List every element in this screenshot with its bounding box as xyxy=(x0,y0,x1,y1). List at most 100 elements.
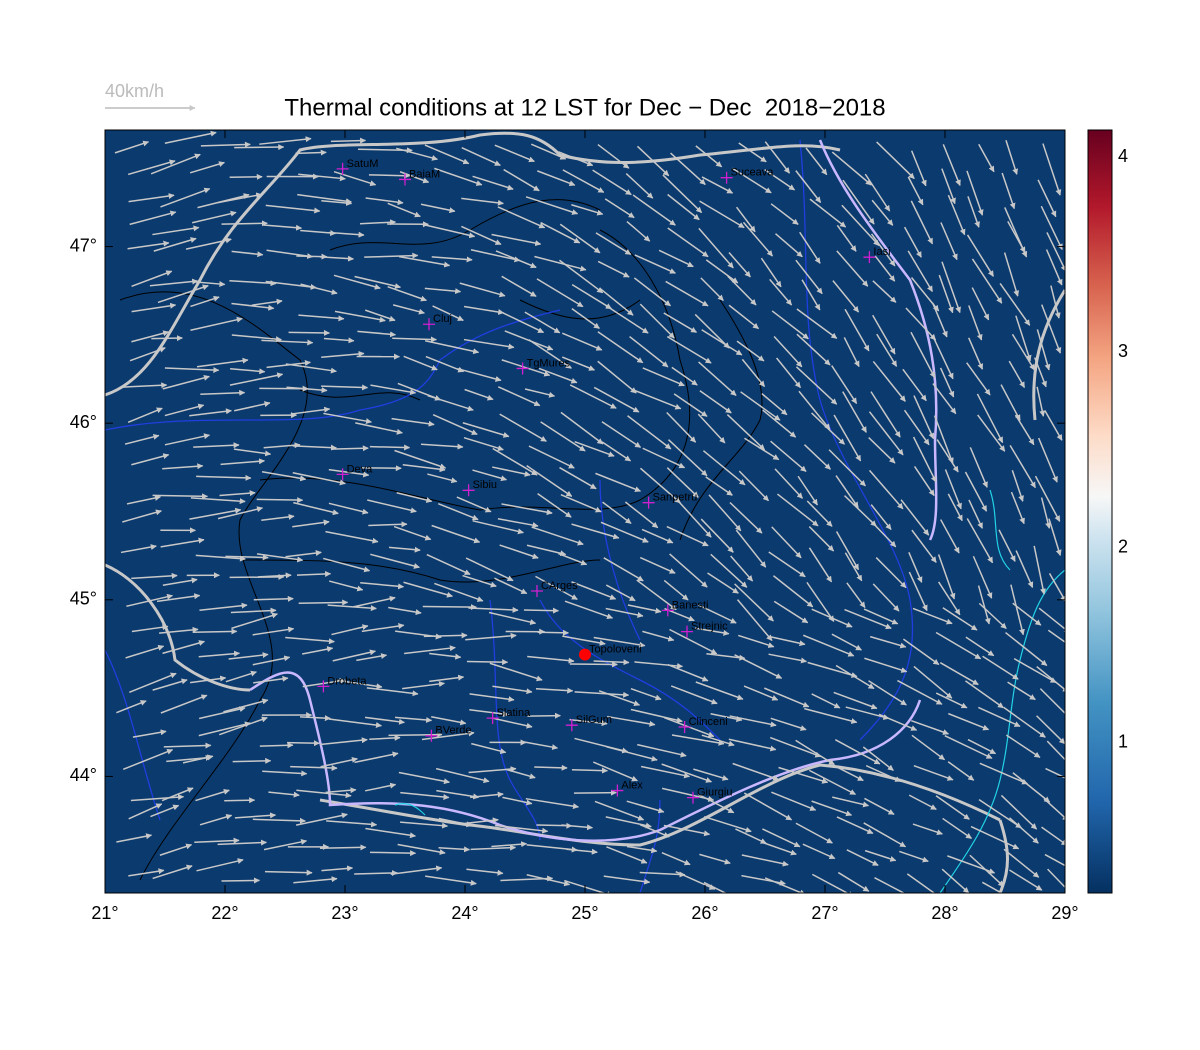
wind-arrow xyxy=(503,168,540,192)
wind-arrow xyxy=(764,168,796,191)
wind-arrow xyxy=(219,716,268,736)
wind-arrow xyxy=(261,470,307,482)
wind-arrow xyxy=(802,843,836,860)
wind-arrow xyxy=(502,796,533,806)
wind-arrow xyxy=(161,787,194,802)
wind-arrow xyxy=(365,782,397,792)
wind-arrow xyxy=(910,200,934,245)
wind-arrow xyxy=(771,791,817,811)
wind-arrow xyxy=(388,731,443,738)
city-marker xyxy=(462,484,475,497)
wind-arrow xyxy=(595,232,632,256)
wind-arrow xyxy=(1037,437,1058,483)
wind-arrow xyxy=(835,475,859,509)
wind-arrow xyxy=(193,442,240,449)
wind-arrow xyxy=(964,471,988,512)
city-label: Cluj xyxy=(433,313,452,325)
wind-arrow xyxy=(734,654,783,679)
wind-arrow xyxy=(625,173,654,199)
wind-arrow xyxy=(699,390,732,414)
wind-arrow xyxy=(559,466,597,490)
wind-arrow xyxy=(129,210,177,226)
wind-arrow xyxy=(741,874,786,886)
city-label: CArges xyxy=(541,580,578,592)
wind-arrow xyxy=(328,231,365,238)
y-tick-label: 47° xyxy=(70,235,97,255)
wind-arrow xyxy=(231,334,282,343)
wind-arrow xyxy=(844,552,863,582)
wind-arrow xyxy=(675,870,716,890)
wind-arrow xyxy=(671,366,698,386)
wind-arrow xyxy=(804,707,858,724)
wind-arrow xyxy=(947,761,975,781)
wind-arrow xyxy=(290,406,331,415)
wind-arrow xyxy=(641,528,674,544)
wind-arrow xyxy=(666,467,699,498)
wind-arrow xyxy=(534,764,568,771)
x-tick-label: 22° xyxy=(211,903,238,923)
wind-arrow xyxy=(931,302,948,338)
wind-arrow xyxy=(630,687,662,701)
wind-arrow xyxy=(846,582,866,609)
city-marker xyxy=(642,496,655,509)
wind-arrow xyxy=(370,384,417,395)
wind-arrow xyxy=(127,240,170,250)
wind-arrow xyxy=(535,687,574,694)
city-label: Sanpetru xyxy=(653,492,698,504)
city-marker xyxy=(678,720,691,733)
wind-arrow xyxy=(633,277,671,307)
wind-arrow xyxy=(938,274,954,314)
wind-arrow xyxy=(229,279,277,287)
wind-arrow xyxy=(128,868,165,877)
wind-arrow xyxy=(639,303,675,339)
wind-arrow xyxy=(872,583,900,612)
wind-arrow xyxy=(903,409,930,446)
wind-arrow xyxy=(182,754,214,764)
wind-arrow xyxy=(602,501,632,525)
wind-arrow xyxy=(947,493,963,522)
wind-arrow xyxy=(390,865,443,875)
wind-arrow xyxy=(841,204,880,247)
wind-arrow xyxy=(1040,205,1063,251)
wind-arrow xyxy=(370,553,420,569)
city-marker xyxy=(423,318,435,331)
wind-arrow xyxy=(697,413,726,444)
wind-arrow xyxy=(157,284,209,304)
wind-arrow xyxy=(846,849,879,866)
wind-arrow xyxy=(259,742,294,749)
wind-arrow xyxy=(125,644,165,659)
wind-arrow xyxy=(624,501,659,529)
wind-arrow xyxy=(297,193,352,205)
wind-arrow xyxy=(571,581,617,600)
wind-arrow xyxy=(941,868,970,893)
wind-arrow xyxy=(131,330,170,343)
wind-arrow xyxy=(190,295,220,308)
wind-arrow xyxy=(902,638,940,666)
city-marker xyxy=(681,625,693,638)
wind-arrow xyxy=(1003,252,1020,297)
wind-arrow xyxy=(221,877,261,884)
wind-arrow xyxy=(431,256,473,263)
city-label: Iasi xyxy=(873,246,890,258)
wind-arrow xyxy=(525,797,579,810)
wind-arrow xyxy=(1043,798,1065,821)
wind-arrow xyxy=(803,444,831,470)
wind-arrow xyxy=(367,499,417,514)
wind-arrow xyxy=(1015,315,1032,362)
wind-arrow xyxy=(865,764,902,783)
wind-arrow xyxy=(965,680,1004,709)
wind-arrow xyxy=(231,612,278,630)
wind-arrow xyxy=(1036,329,1051,371)
wind-arrow xyxy=(566,848,598,855)
wind-arrow xyxy=(424,144,470,165)
wind-arrow xyxy=(292,471,346,486)
wind-arrow xyxy=(357,330,397,338)
wind-arrow xyxy=(328,502,369,515)
wind-arrow xyxy=(559,223,601,254)
wind-arrow xyxy=(968,499,983,529)
wind-arrow xyxy=(365,827,416,839)
wind-arrow xyxy=(634,254,676,274)
wind-arrow xyxy=(940,222,958,261)
wind-arrow xyxy=(198,721,251,737)
wind-arrow xyxy=(321,865,354,872)
